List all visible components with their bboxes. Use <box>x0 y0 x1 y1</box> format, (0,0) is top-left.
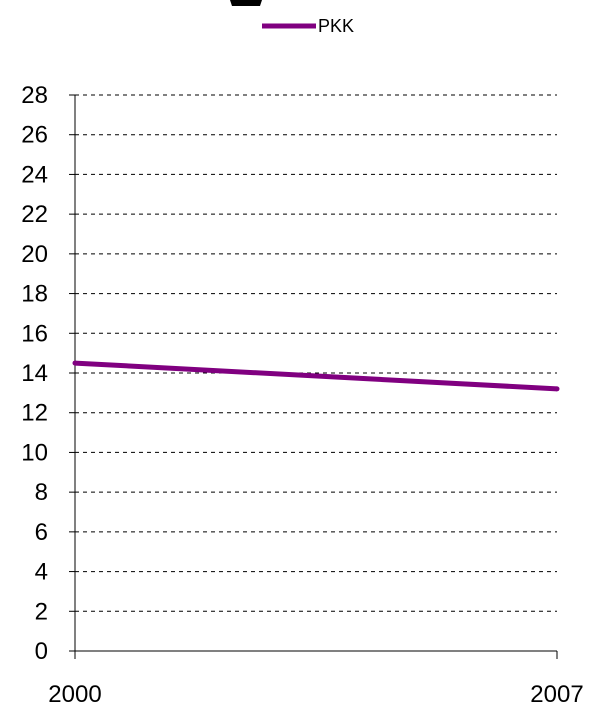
gridlines <box>75 94 557 612</box>
x-tick-label: 2007 <box>530 681 583 708</box>
y-tick-label: 18 <box>21 281 48 308</box>
x-axis-ticks: 2000 2007 <box>48 651 584 708</box>
y-tick-label: 2 <box>35 598 48 625</box>
y-tick-label: 14 <box>21 360 48 387</box>
y-tick-label: 22 <box>21 201 48 228</box>
y-tick-label: 6 <box>35 519 48 546</box>
legend: PKK <box>262 16 354 36</box>
y-tick-label: 28 <box>21 82 48 109</box>
y-tick-label: 12 <box>21 400 48 427</box>
clipped-title-fragment <box>230 0 262 6</box>
data-point <box>72 360 78 366</box>
legend-label: PKK <box>318 16 354 36</box>
series-layer <box>72 360 560 392</box>
y-tick-label: 24 <box>21 161 48 188</box>
y-tick-label: 0 <box>35 638 48 665</box>
y-tick-label: 10 <box>21 439 48 466</box>
y-tick-label: 20 <box>21 241 48 268</box>
series-line-pkk <box>74 360 558 392</box>
y-tick-label: 4 <box>35 559 48 586</box>
y-tick-label: 8 <box>35 479 48 506</box>
y-tick-label: 26 <box>21 122 48 149</box>
x-tick-label: 2000 <box>48 681 101 708</box>
data-point <box>554 386 560 392</box>
y-tick-label: 16 <box>21 320 48 347</box>
